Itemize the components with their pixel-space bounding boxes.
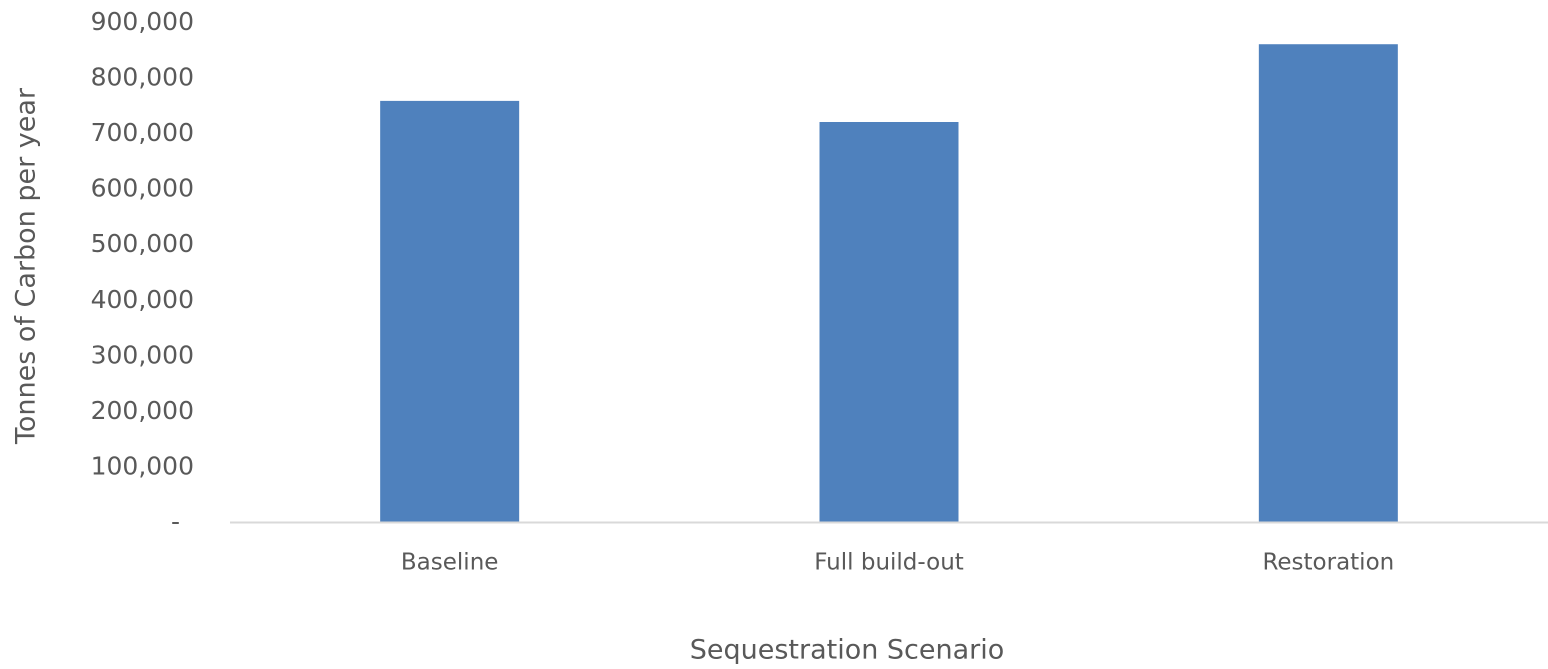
y-tick-label: 200,000 xyxy=(91,396,194,425)
bar-restoration xyxy=(1258,44,1398,522)
y-tick-label: 600,000 xyxy=(91,174,194,203)
x-axis-labels: Baseline Full build-out Restoration xyxy=(401,550,1394,576)
y-tick-label: 800,000 xyxy=(91,63,194,92)
x-category-label: Full build-out xyxy=(814,550,964,576)
y-tick-label: 900,000 xyxy=(91,7,194,36)
y-tick-label: - xyxy=(171,507,180,536)
y-tick-label: 700,000 xyxy=(91,118,194,147)
bars xyxy=(380,44,1398,522)
y-tick-label: 100,000 xyxy=(91,451,194,480)
y-tick-label: 500,000 xyxy=(91,229,194,258)
x-axis-title: Sequestration Scenario xyxy=(690,635,1005,666)
x-category-label: Baseline xyxy=(401,550,499,576)
bar-baseline xyxy=(380,100,520,522)
y-tick-label: 300,000 xyxy=(91,340,194,369)
x-category-label: Restoration xyxy=(1262,550,1394,576)
y-tick-label: 400,000 xyxy=(91,285,194,314)
y-axis-ticks: - 100,000 200,000 300,000 400,000 500,000 600,… xyxy=(91,7,194,536)
y-axis-title: Tonnes of Carbon per year xyxy=(11,87,42,445)
bar-full-build-out xyxy=(819,122,959,522)
